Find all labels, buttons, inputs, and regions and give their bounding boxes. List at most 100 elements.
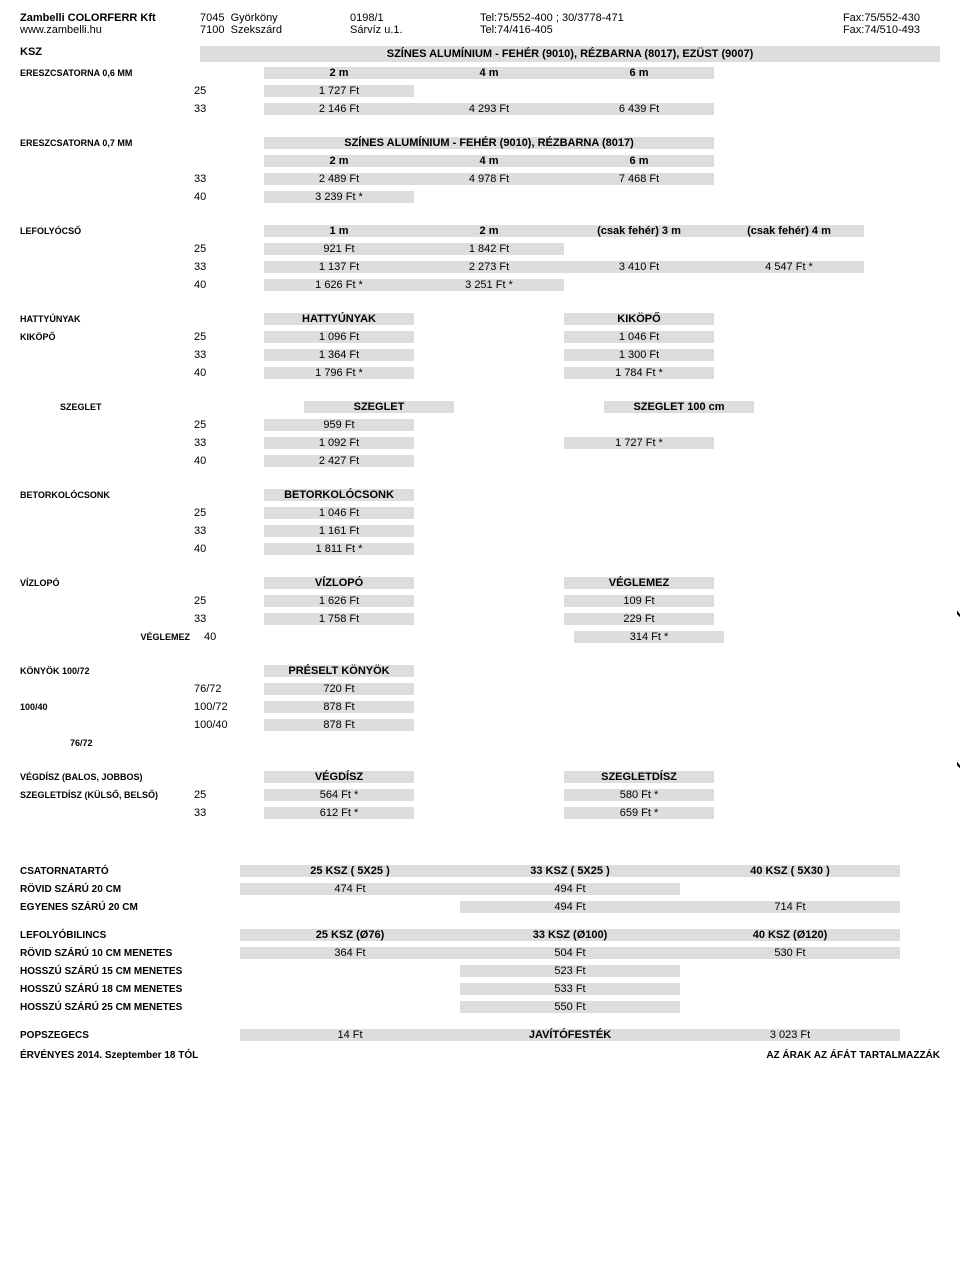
cell: 3 251 Ft * <box>414 279 564 291</box>
f1-l3: EGYENES SZÁRÚ 20 CM <box>20 902 240 913</box>
s4-h1: HATTYÚNYAK <box>264 313 414 325</box>
tel2: Tel:74/416-405 <box>480 24 760 36</box>
footer-csatornatarto: CSATORNATARTÓ 25 KSZ ( 5X25 ) 33 KSZ ( 5… <box>20 862 940 916</box>
cell: 40 <box>190 367 264 379</box>
f2-label: LEFOLYÓBILINCS <box>20 930 240 941</box>
cell: 3 239 Ft * <box>264 191 414 203</box>
cell: 25 <box>190 507 264 519</box>
cell: 2 427 Ft <box>264 455 414 467</box>
s8-l1: KÖNYÖK 100/72 <box>20 666 190 676</box>
cell: 2 273 Ft <box>414 261 564 273</box>
s3-h4: (csak fehér) 4 m <box>714 225 864 237</box>
s5-label: SZEGLET <box>20 402 230 412</box>
s7-h1: VÍZLOPÓ <box>264 577 414 589</box>
cell: 1 137 Ft <box>264 261 414 273</box>
cell: 33 <box>190 525 264 537</box>
f2-h3: 40 KSZ (Ø120) <box>680 929 900 941</box>
zip2: 7100 <box>200 24 224 36</box>
s4-l2: KIKÖPŐ <box>20 332 190 342</box>
city2: Szekszárd <box>231 24 282 36</box>
city1: Györköny <box>231 12 278 24</box>
s9-l1: VÉGDÍSZ (BALOS, JOBBOS) <box>20 772 190 782</box>
cell: 1 811 Ft * <box>264 543 414 555</box>
cell: 33 <box>190 173 264 185</box>
f1-l1: CSATORNATARTÓ <box>20 866 240 877</box>
cell: 33 <box>190 349 264 361</box>
s3-h1: 1 m <box>264 225 414 237</box>
ksz-title: SZÍNES ALUMÍNIUM - FEHÉR (9010), RÉZBARN… <box>200 46 940 62</box>
cell: 659 Ft * <box>564 807 714 819</box>
s8-l2: 100/40 <box>20 702 190 712</box>
cell: 1 727 Ft * <box>564 437 714 449</box>
cell: 959 Ft <box>264 419 414 431</box>
cell: 1 758 Ft <box>264 613 414 625</box>
cell: 25 <box>190 331 264 343</box>
s1-h2: 4 m <box>414 67 564 79</box>
f2-h2: 33 KSZ (Ø100) <box>460 929 680 941</box>
company-name: Zambelli COLORFERR Kft <box>20 12 200 24</box>
s3-h3: (csak fehér) 3 m <box>564 225 714 237</box>
cell: 1 796 Ft * <box>264 367 414 379</box>
cell: 1 092 Ft <box>264 437 414 449</box>
s5-h1: SZEGLET <box>304 401 454 413</box>
s9-h2: SZEGLETDÍSZ <box>564 771 714 783</box>
cell: 3 410 Ft <box>564 261 714 273</box>
cell: 580 Ft * <box>564 789 714 801</box>
section-szeglet: SZEGLET SZEGLET SZEGLET 100 cm 25959 Ft … <box>20 398 940 470</box>
cell: 40 <box>200 631 274 643</box>
side-label: SZÍNES ALUMÍNIUM <box>956 540 960 805</box>
section-ereszcsatorna-07: ERESZCSATORNA 0,7 MM SZÍNES ALUMÍNIUM - … <box>20 134 940 206</box>
cell: RÖVID SZÁRÚ 10 CM MENETES <box>20 948 240 959</box>
s4-h2: KIKÖPŐ <box>564 313 714 325</box>
s1-label: ERESZCSATORNA 0,6 MM <box>20 68 190 78</box>
cell: 523 Ft <box>460 965 680 977</box>
cell: 2 146 Ft <box>264 103 414 115</box>
f1-h2: 33 KSZ ( 5X25 ) <box>460 865 680 877</box>
s4-l1: HATTYÚNYAK <box>20 314 81 324</box>
section-ereszcsatorna-06: ERESZCSATORNA 0,6 MM 2 m 4 m 6 m 251 727… <box>20 64 940 118</box>
s3-h2: 2 m <box>414 225 564 237</box>
cell: 4 978 Ft <box>414 173 564 185</box>
cell: HOSSZÚ SZÁRÚ 25 CM MENETES <box>20 1002 240 1013</box>
company-web: www.zambelli.hu <box>20 24 200 36</box>
cell: 109 Ft <box>564 595 714 607</box>
s7-l2: VÉGLEMEZ <box>20 632 200 642</box>
cell: 7 468 Ft <box>564 173 714 185</box>
cell: 1 842 Ft <box>414 243 564 255</box>
cell: 33 <box>190 261 264 273</box>
cell: 530 Ft <box>680 947 900 959</box>
s9-l2: SZEGLETDÍSZ (KÜLSŐ, BELSŐ) <box>20 790 190 800</box>
f1-h1: 25 KSZ ( 5X25 ) <box>240 865 460 877</box>
section-vizlopo: VÍZLOPÓ VÍZLOPÓ VÉGLEMEZ 251 626 Ft109 F… <box>20 574 940 646</box>
cell: 3 023 Ft <box>680 1029 900 1041</box>
s6-label: BETORKOLÓCSONK <box>20 490 190 500</box>
cell: 25 <box>190 789 264 801</box>
cell: 612 Ft * <box>264 807 414 819</box>
cell: 533 Ft <box>460 983 680 995</box>
s1-h3: 6 m <box>564 67 714 79</box>
fax1: Fax:75/552-430 <box>760 12 920 24</box>
s9-h1: VÉGDÍSZ <box>264 771 414 783</box>
ksz-label: KSZ <box>20 46 200 62</box>
f3-l1: POPSZEGECS <box>20 1030 240 1041</box>
cell: HOSSZÚ SZÁRÚ 15 CM MENETES <box>20 966 240 977</box>
cell: 33 <box>190 437 264 449</box>
section-lefolyocso: LEFOLYÓCSŐ 1 m 2 m (csak fehér) 3 m (csa… <box>20 222 940 294</box>
cell: 40 <box>190 455 264 467</box>
s6-h1: BETORKOLÓCSONK <box>264 489 414 501</box>
cell: 229 Ft <box>564 613 714 625</box>
cell: 33 <box>190 613 264 625</box>
cell: 1 046 Ft <box>264 507 414 519</box>
ksz-row: KSZ SZÍNES ALUMÍNIUM - FEHÉR (9010), RÉZ… <box>20 46 940 62</box>
cell: 25 <box>190 419 264 431</box>
cell: 40 <box>190 279 264 291</box>
footer-popszegecs: POPSZEGECS 14 Ft JAVÍTÓFESTÉK 3 023 Ft <box>20 1026 940 1044</box>
cell: 474 Ft <box>240 883 460 895</box>
f3-l2: JAVÍTÓFESTÉK <box>460 1029 680 1041</box>
s5-h2: SZEGLET 100 cm <box>604 401 754 413</box>
cell: 40 <box>190 191 264 203</box>
page-header: Zambelli COLORFERR Kft www.zambelli.hu 7… <box>20 12 940 36</box>
section-hattyunyak: HATTYÚNYAK HATTYÚNYAK KIKÖPŐ KIKÖPŐ251 0… <box>20 310 940 382</box>
cell: 1 784 Ft * <box>564 367 714 379</box>
cell: 1 364 Ft <box>264 349 414 361</box>
